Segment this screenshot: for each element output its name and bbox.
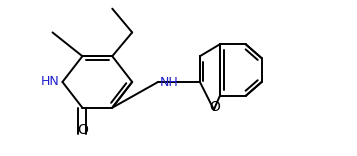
Text: HN: HN — [41, 76, 60, 88]
Text: O: O — [77, 123, 88, 137]
Text: O: O — [210, 100, 220, 114]
Text: NH: NH — [160, 76, 179, 89]
